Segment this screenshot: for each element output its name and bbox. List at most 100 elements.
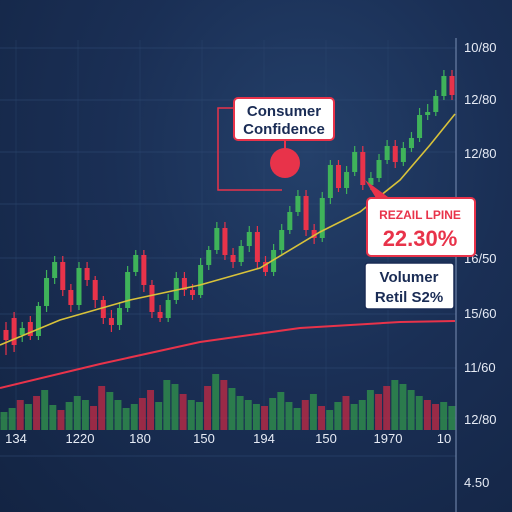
consumer-confidence-callout: Consumer Confidence xyxy=(217,97,335,191)
volume-bar xyxy=(212,374,220,430)
candle-down xyxy=(141,255,147,285)
candle-up xyxy=(165,300,171,318)
candle-down xyxy=(311,230,317,238)
candle-down xyxy=(92,280,98,300)
volume-bar xyxy=(334,402,342,430)
candle-up xyxy=(319,198,325,238)
volume-callout-line2: Retil S2% xyxy=(375,289,443,306)
candle-up xyxy=(327,165,333,198)
volume-bars xyxy=(0,374,456,430)
x-tick-label: 1970 xyxy=(374,431,403,446)
candle-down xyxy=(11,318,17,345)
candle-up xyxy=(198,265,204,295)
volume-bar xyxy=(57,410,65,430)
volume-bar xyxy=(399,384,407,430)
candlesticks xyxy=(3,70,455,355)
candle-down xyxy=(254,232,260,262)
candle-down xyxy=(84,268,90,280)
candle-up xyxy=(133,255,139,272)
callout-marker-dot xyxy=(270,148,300,178)
candle-down xyxy=(149,285,155,312)
x-tick-label: 10 xyxy=(437,431,451,446)
x-tick-label: 180 xyxy=(129,431,151,446)
volume-bar xyxy=(195,402,203,430)
volume-bar xyxy=(293,408,301,430)
x-tick-label: 1220 xyxy=(66,431,95,446)
volume-bar xyxy=(301,400,309,430)
callout-title-line2: Confidence xyxy=(243,121,325,138)
volume-callout-box xyxy=(364,262,455,310)
candle-up xyxy=(408,138,414,148)
candle-up xyxy=(400,148,406,162)
candle-down xyxy=(100,300,106,318)
candle-down xyxy=(3,330,9,340)
candle-up xyxy=(344,172,350,188)
callout-connector xyxy=(217,107,282,191)
volume-bar xyxy=(407,390,415,430)
volume-bar xyxy=(326,410,334,430)
volume-bar xyxy=(432,404,440,430)
volume-bar xyxy=(423,400,431,430)
y-tick-label: 15/60 xyxy=(464,306,497,321)
volume-callout: Volumer Retil S2% xyxy=(364,262,455,310)
candle-up xyxy=(238,246,244,262)
y-tick-label: 4.50 xyxy=(464,475,489,490)
candle-up xyxy=(206,250,212,265)
volume-bar xyxy=(350,404,358,430)
y-tick-label: 11/60 xyxy=(464,360,496,375)
candle-up xyxy=(384,146,390,160)
candle-up xyxy=(76,268,82,305)
candle-up xyxy=(295,196,301,212)
retail-callout-label: REZAIL LPINE xyxy=(379,208,461,222)
candle-down xyxy=(222,228,228,255)
x-tick-label: 150 xyxy=(193,431,215,446)
retail-callout: REZAIL LPINE 22.30% xyxy=(365,180,476,257)
volume-bar xyxy=(16,400,24,430)
candle-down xyxy=(449,76,455,95)
volume-bar xyxy=(309,394,317,430)
volume-bar xyxy=(41,390,49,430)
y-tick-label: 12/80 xyxy=(464,92,497,107)
candle-up xyxy=(368,178,374,185)
candle-down xyxy=(303,196,309,230)
volume-bar xyxy=(244,400,252,430)
candle-up xyxy=(214,228,220,250)
candle-down xyxy=(27,322,33,336)
candle-up xyxy=(352,152,358,172)
candle-down xyxy=(360,152,366,185)
y-tick-label: 12/80 xyxy=(464,412,497,427)
volume-bar xyxy=(163,380,171,430)
volume-bar xyxy=(0,412,8,430)
volume-callout-line1: Volumer xyxy=(380,269,439,286)
candle-up xyxy=(173,278,179,300)
volume-bar xyxy=(106,392,114,430)
volume-bar xyxy=(318,406,326,430)
candle-up xyxy=(433,96,439,112)
callout-title-line1: Consumer xyxy=(247,103,321,120)
volume-bar xyxy=(147,390,155,430)
volume-bar xyxy=(261,406,269,430)
candle-down xyxy=(68,290,74,305)
candle-down xyxy=(157,312,163,318)
volume-bar xyxy=(448,406,456,430)
candle-up xyxy=(117,308,123,325)
volume-bar xyxy=(138,398,146,430)
trend-line xyxy=(0,320,456,389)
candle-down xyxy=(108,318,114,325)
volume-bar xyxy=(179,394,187,430)
candle-up xyxy=(125,272,131,308)
y-tick-label: 12/80 xyxy=(464,146,497,161)
y-tick-label: 10/80 xyxy=(464,40,497,55)
candle-down xyxy=(230,255,236,262)
candle-up xyxy=(246,232,252,246)
candle-down xyxy=(262,262,269,272)
x-tick-label: 134 xyxy=(5,431,27,446)
candle-up xyxy=(35,306,41,336)
candle-up xyxy=(441,76,447,96)
volume-bar xyxy=(24,404,32,430)
grid-lines xyxy=(0,40,456,457)
volume-bar xyxy=(98,386,106,430)
volume-bar xyxy=(375,394,383,430)
